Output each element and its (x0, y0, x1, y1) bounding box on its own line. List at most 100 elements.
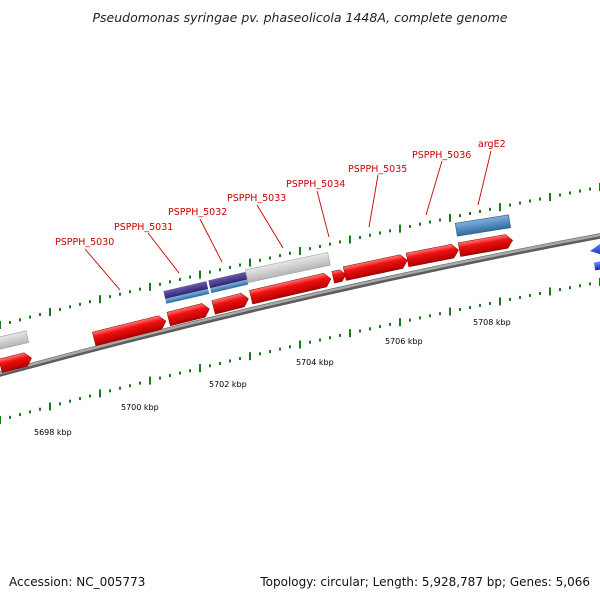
tick-mark (399, 224, 401, 233)
tick-mark (519, 201, 521, 205)
tick-mark (429, 220, 431, 224)
tick-mark (359, 329, 361, 333)
cds-arrow-5036 (405, 244, 459, 268)
tick-mark (79, 397, 81, 401)
purple-feature-5031 (163, 281, 210, 304)
tick-mark (59, 307, 61, 311)
cds-arrow-5033 (249, 273, 332, 305)
tick-mark (409, 224, 411, 228)
tick-mark (499, 297, 501, 306)
tick-mark (149, 282, 151, 291)
tick-mark (109, 295, 111, 299)
tick-mark (519, 295, 521, 299)
cds-arrow-5035 (342, 254, 408, 281)
tick-mark (179, 371, 181, 375)
tick-mark (0, 321, 1, 329)
tick-mark (139, 287, 141, 291)
tick-mark (229, 359, 231, 363)
tick-mark (569, 286, 571, 290)
tick-mark (289, 251, 291, 255)
tick-mark (319, 244, 321, 248)
position-label: 5706 kbp (385, 337, 423, 346)
tick-mark (359, 235, 361, 239)
tick-mark (119, 386, 121, 390)
gene-label: PSPPH_5033 (227, 193, 286, 204)
tick-mark (219, 268, 221, 272)
tick-mark (329, 336, 331, 340)
tick-mark (139, 381, 141, 385)
position-labels: 5698 kbp 5700 kbp 5702 kbp 5704 kbp 5706… (34, 318, 511, 437)
tick-mark (349, 329, 351, 338)
leader-5033 (256, 204, 284, 249)
tick-mark (539, 292, 541, 295)
tick-mark (479, 209, 481, 213)
tick-mark (29, 410, 31, 414)
tick-mark (209, 270, 211, 274)
tick-mark (9, 320, 11, 324)
tick-mark (109, 389, 111, 393)
genome-stats-text: Topology: circular; Length: 5,928,787 bp… (260, 575, 590, 589)
tick-mark (379, 231, 381, 235)
tick-mark (529, 293, 531, 297)
tick-mark (129, 384, 131, 388)
blue-feature-right (590, 240, 600, 271)
tick-mark (459, 308, 461, 311)
tick-mark (319, 338, 321, 342)
tick-mark (459, 214, 461, 218)
leader-5034 (316, 190, 330, 238)
gene-label: argE2 (478, 139, 506, 150)
tick-mark (89, 394, 91, 398)
tick-mark (59, 402, 61, 406)
gene-label: PSPPH_5034 (286, 179, 345, 190)
grey-feature-left (0, 330, 29, 352)
tick-mark (39, 407, 41, 411)
tick-mark (349, 235, 351, 244)
tick-mark (19, 413, 21, 417)
leader-5030 (84, 248, 121, 291)
gene-label: PSPPH_5035 (348, 164, 407, 175)
leader-5031 (147, 232, 180, 274)
tick-mark (589, 282, 591, 286)
leader-5036 (425, 160, 443, 216)
tick-mark (369, 233, 371, 237)
tick-mark (339, 333, 341, 337)
tick-mark (259, 258, 261, 262)
tick-mark (529, 199, 531, 203)
tick-mark (559, 193, 561, 197)
tick-mark (79, 302, 81, 306)
leader-5035 (368, 174, 379, 228)
tick-mark (249, 352, 251, 361)
gene-label: PSPPH_5036 (412, 150, 471, 161)
tick-mark (379, 325, 381, 329)
tick-mark (0, 416, 1, 424)
tick-mark (389, 229, 391, 233)
gene-label: PSPPH_5032 (168, 207, 227, 218)
tick-mark (419, 316, 421, 320)
tick-mark (489, 301, 491, 305)
tick-mark (159, 282, 161, 286)
tick-mark (99, 295, 101, 304)
tick-mark (259, 352, 261, 356)
tick-mark (339, 240, 341, 244)
steel-feature-arge2 (454, 214, 511, 237)
cds-arrow-arge2 (457, 234, 513, 257)
position-label: 5704 kbp (296, 358, 334, 367)
tick-mark (509, 203, 511, 207)
tick-mark (49, 402, 51, 411)
tick-mark (39, 313, 41, 317)
tick-mark (239, 263, 241, 267)
tick-mark (189, 275, 191, 279)
tick-mark (269, 350, 271, 353)
tick-mark (309, 340, 311, 344)
tick-mark (469, 306, 471, 309)
position-label: 5698 kbp (34, 428, 72, 437)
tick-mark (439, 312, 441, 316)
gene-label: PSPPH_5031 (114, 222, 173, 233)
tick-mark (309, 247, 311, 251)
tick-mark (159, 376, 161, 380)
tick-mark (279, 347, 281, 351)
tick-mark (249, 258, 251, 267)
tick-mark (549, 287, 551, 296)
position-label: 5708 kbp (473, 318, 511, 327)
map-title: Pseudomonas syringae pv. phaseolicola 14… (92, 10, 508, 25)
